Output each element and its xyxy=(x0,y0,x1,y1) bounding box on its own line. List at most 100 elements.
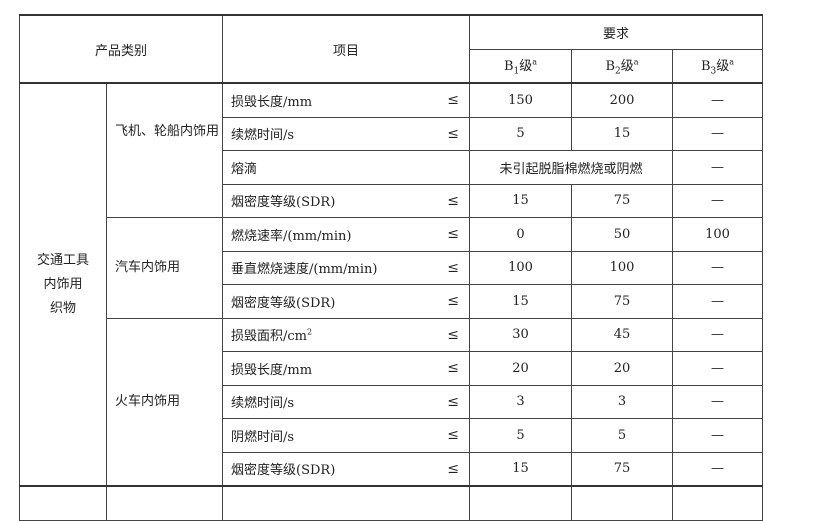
item-cell: 烟密度等级(SDR) ≤ xyxy=(222,183,470,218)
grade-sub: 1 xyxy=(513,66,520,77)
table-row: 火车内饰用 损毁面积/cm2 ≤30 45— xyxy=(20,317,763,487)
b1-value: 150 xyxy=(469,82,572,118)
item-cell: 烟密度等级(SDR) ≤ xyxy=(222,284,470,319)
b3-value: — xyxy=(672,284,763,319)
header-grade-b3: B3级a xyxy=(672,48,763,84)
flammability-requirements-table: 产品类别 项目 要求 B1级a B2级a B3级a 交通工具 内饰用 织物 飞机、轮船内饰… xyxy=(19,14,763,521)
item-cell: 损毁长度/mm ≤ xyxy=(222,82,470,118)
less-equal-symbol: ≤ xyxy=(447,460,459,477)
table-row: 烟密度等级(SDR) ≤15 75— xyxy=(20,183,763,218)
item-cell: 续燃时间/s ≤ xyxy=(222,384,470,419)
table-row: 汽车内饰用 燃烧速率/(mm/min) ≤0 50 100 xyxy=(20,217,763,319)
grade-base: B xyxy=(700,58,711,74)
empty-cell xyxy=(19,485,107,521)
item-label: 垂直燃烧速度/(mm/min) xyxy=(231,262,378,278)
less-equal-symbol: ≤ xyxy=(447,226,459,243)
footnote-marker: a xyxy=(532,57,538,67)
subcategory-cell: 飞机、轮船内饰用 xyxy=(106,82,223,218)
less-equal-symbol: ≤ xyxy=(447,427,459,444)
item-label: 损毁长度/mm xyxy=(231,94,313,110)
footnote-marker: a xyxy=(633,57,639,67)
item-label: 阴燃时间/s xyxy=(231,429,295,445)
b3-value: — xyxy=(672,451,763,487)
less-equal-symbol: ≤ xyxy=(447,259,459,276)
table-row: 续燃时间/s ≤3 3— xyxy=(20,384,763,419)
item-label: 损毁长度/mm xyxy=(231,362,313,378)
item-label: 续燃时间/s xyxy=(231,396,295,412)
b2-value: 75 xyxy=(571,183,673,218)
empty-cell xyxy=(469,485,572,521)
less-equal-symbol: ≤ xyxy=(447,293,459,310)
header-category: 产品类别 xyxy=(19,14,223,84)
b2-value: 15 xyxy=(571,116,673,151)
less-equal-symbol: ≤ xyxy=(447,92,459,109)
b1-value: 15 xyxy=(469,284,572,319)
item-cell: 损毁面积/cm2 ≤ xyxy=(222,317,470,352)
grade-suffix: 级 xyxy=(620,58,634,74)
less-equal-symbol: ≤ xyxy=(447,326,459,343)
b3-value: — xyxy=(672,150,763,185)
b2-value: 3 xyxy=(571,384,673,419)
b3-value: — xyxy=(672,351,763,386)
footnote-marker: a xyxy=(729,57,735,67)
table-row: 垂直燃烧速度/(mm/min) ≤100 100— xyxy=(20,250,763,285)
b1-value: 3 xyxy=(469,384,572,419)
b3-value: — xyxy=(672,183,763,218)
category-line: 内饰用 xyxy=(43,276,83,292)
b2-value: 200 xyxy=(571,82,673,118)
item-cell: 烟密度等级(SDR) ≤ xyxy=(222,451,470,487)
grade-suffix: 级 xyxy=(519,58,533,74)
unit-superscript: 2 xyxy=(307,327,313,337)
b3-value: — xyxy=(672,317,763,352)
table-row: 烟密度等级(SDR) ≤15 75— xyxy=(20,451,763,487)
table-row: 交通工具 内饰用 织物 飞机、轮船内饰用 损毁长度/mm ≤150 200— xyxy=(19,82,763,487)
subcategory-cell: 汽车内饰用 xyxy=(106,217,223,319)
item-label: 烟密度等级(SDR) xyxy=(231,463,336,479)
subcategory-cell: 火车内饰用 xyxy=(106,317,223,487)
table-row: 烟密度等级(SDR) ≤15 75— xyxy=(20,284,763,319)
b1-value: 0 xyxy=(469,217,572,252)
b1-value: 5 xyxy=(469,116,572,151)
item-label: 损毁面积/cm xyxy=(231,329,307,345)
b3-value: — xyxy=(672,82,763,118)
b3-value: — xyxy=(672,418,763,453)
item-label: 烟密度等级(SDR) xyxy=(231,295,336,311)
b2-value: 75 xyxy=(571,284,673,319)
item-cell: 续燃时间/s ≤ xyxy=(222,116,470,151)
b2-value: 45 xyxy=(571,317,673,352)
b2-value: 100 xyxy=(571,250,673,285)
b2-value: 20 xyxy=(571,351,673,386)
item-label: 燃烧速率/(mm/min) xyxy=(231,228,352,244)
b3-value: — xyxy=(672,250,763,285)
item-label: 烟密度等级(SDR) xyxy=(231,195,336,211)
b2-value: 50 xyxy=(571,217,673,252)
empty-cell xyxy=(222,485,470,521)
b1-value: 15 xyxy=(469,451,572,487)
empty-cell xyxy=(571,485,673,521)
less-equal-symbol: ≤ xyxy=(447,360,459,377)
grade-sub: 2 xyxy=(615,66,621,77)
merged-value-cell: 未引起脱脂棉燃烧或阴燃 xyxy=(469,150,673,185)
empty-cell xyxy=(672,485,763,521)
empty-cell xyxy=(106,485,223,521)
grade-base: B xyxy=(503,58,514,74)
b1-value: 100 xyxy=(469,250,572,285)
item-label: 续燃时间/s xyxy=(231,128,295,144)
header-row-2: B1级a B2级a B3级a xyxy=(20,48,763,84)
b3-value: — xyxy=(672,384,763,419)
grade-suffix: 级 xyxy=(716,58,730,74)
less-equal-symbol: ≤ xyxy=(447,125,459,142)
grade-base: B xyxy=(605,58,616,74)
b2-value: 75 xyxy=(571,451,673,487)
category-line: 织物 xyxy=(49,300,76,316)
b2-value: 5 xyxy=(571,418,673,453)
item-cell: 损毁长度/mm ≤ xyxy=(222,351,470,386)
item-label: 熔滴 xyxy=(231,161,258,177)
category-line: 交通工具 xyxy=(36,252,89,268)
header-grade-b1: B1级a xyxy=(469,48,572,84)
item-cell: 熔滴 xyxy=(222,150,470,185)
header-requirement: 要求 xyxy=(469,14,763,50)
category-cell: 交通工具 内饰用 织物 xyxy=(19,82,107,487)
b1-value: 5 xyxy=(469,418,572,453)
less-equal-symbol: ≤ xyxy=(447,393,459,410)
